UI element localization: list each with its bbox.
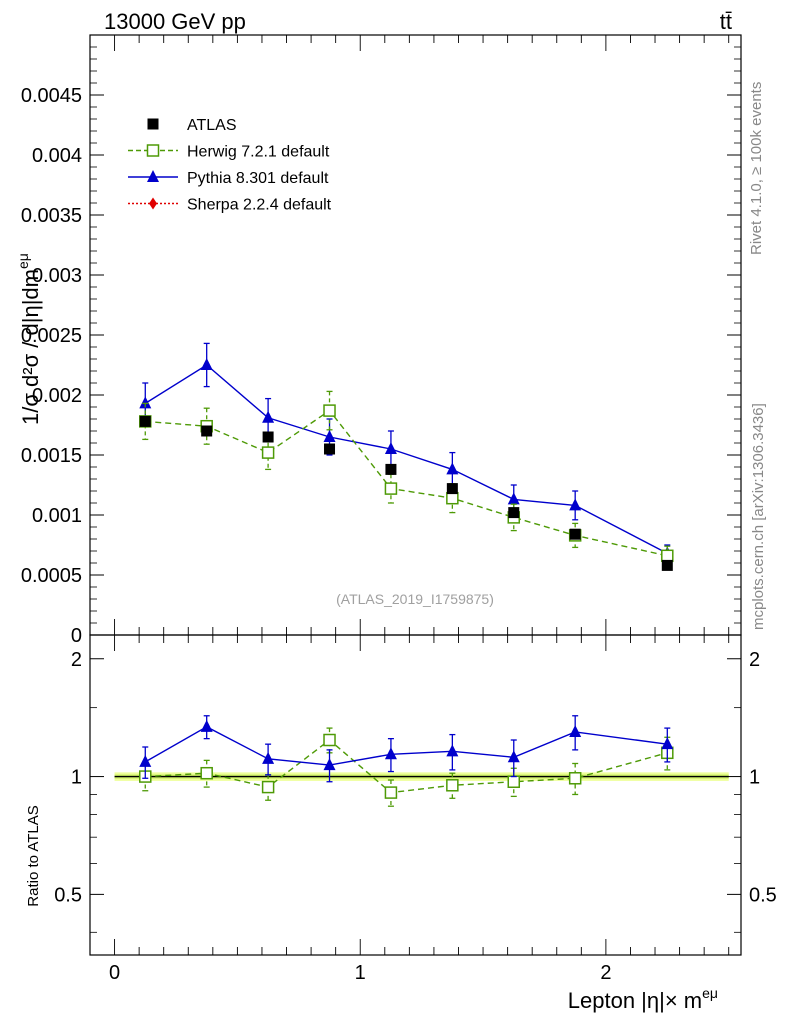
main-herwig-point <box>323 404 336 417</box>
legend-atlas-marker <box>147 118 159 130</box>
main-herwig-point <box>446 491 459 505</box>
ratio-herwig-point <box>446 779 459 792</box>
legend: ATLAS Herwig 7.2.1 default Pythia 8.301 de… <box>128 117 332 214</box>
legend-atlas-label: ATLAS <box>187 117 237 134</box>
ratio-frame <box>89 634 742 956</box>
main-y-axis-label: 1/σ d²σ / d|η|dmeμ <box>15 253 43 425</box>
ratio-pythia-line <box>144 726 668 766</box>
ratio-herwig-line <box>145 739 668 794</box>
main-ytick-label: 0.004 <box>32 145 82 167</box>
main-pythia-point <box>569 498 582 511</box>
x-axis-label-sup: eμ <box>702 985 718 1001</box>
main-pythia-line <box>144 364 668 555</box>
main-panel: (ATLAS_2019_I1759875) 0 0.0005 0.001 0.0015… <box>15 34 742 647</box>
main-ytick-label: 0.0035 <box>21 205 82 227</box>
main-ytick-label: 0.0015 <box>21 445 82 467</box>
ratio-xtick-label: 1 <box>355 962 366 984</box>
mcplots-label: mcplots.cern.ch [arXiv:1306.3436] <box>750 403 767 630</box>
main-axes: 0 0.0005 0.001 0.0015 0.002 0.0025 0.003 0.0035… <box>21 34 742 647</box>
x-axis-label: Lepton |η|× meμ <box>568 985 718 1013</box>
ratio-herwig-point <box>200 766 213 780</box>
main-atlas-point <box>324 443 336 455</box>
ratio-xtick-label: 2 <box>600 962 611 984</box>
ratio-pythia-point <box>661 737 674 750</box>
ratio-pythia-point <box>384 747 397 760</box>
ratio-panel: 0.5 0.5 1 1 2 2 0 1 2 Ratio to ATLAS Lepton |η|×… <box>25 634 777 1013</box>
ratio-herwig-point <box>384 786 398 799</box>
ratio-ytick-label: 2 <box>71 649 82 671</box>
ratio-pythia-point <box>507 750 520 763</box>
main-atlas-point <box>262 431 274 443</box>
main-ytick-label: 0 <box>71 625 82 647</box>
legend-sherpa-marker <box>149 197 157 210</box>
legend-sherpa-label: Sherpa 2.2.4 default <box>187 197 332 214</box>
main-atlas-point <box>508 507 520 519</box>
main-pythia-point <box>507 492 520 505</box>
ratio-herwig-point <box>568 772 582 785</box>
ratio-pythia-point <box>569 724 582 737</box>
legend-pythia-marker <box>147 170 159 182</box>
rivet-version-label: Rivet 4.1.0, ≥ 100k events <box>748 82 765 255</box>
ratio-series-group <box>139 715 674 807</box>
ratio-pythia-point <box>200 719 213 732</box>
main-atlas-point <box>139 415 151 427</box>
main-pythia-point <box>323 430 336 442</box>
main-ytick-label: 0.003 <box>32 265 82 287</box>
main-y-axis-label-sup: eμ <box>15 253 31 269</box>
main-ytick-label: 0.0005 <box>21 565 82 587</box>
main-series-group <box>139 342 674 571</box>
x-axis-label-text: Lepton |η|× m <box>568 988 702 1013</box>
ratio-ytick-label: 0.5 <box>54 884 82 906</box>
ratio-pythia-point <box>139 754 152 767</box>
ratio-pythia-point <box>323 758 336 771</box>
ratio-axes: 0.5 0.5 1 1 2 2 0 1 2 <box>54 634 777 984</box>
main-ytick-label: 0.001 <box>32 505 82 527</box>
legend-herwig-marker <box>146 144 160 157</box>
ratio-pythia-point <box>262 751 275 764</box>
main-pythia-point <box>262 410 275 423</box>
ratio-ytick-label: 1 <box>71 767 82 789</box>
analysis-watermark: (ATLAS_2019_I1759875) <box>336 591 494 607</box>
main-herwig-line <box>145 409 668 557</box>
main-atlas-point <box>661 559 673 571</box>
main-ytick-label: 0.0025 <box>21 325 82 347</box>
header-right-label: tt̄ <box>720 9 732 34</box>
ratio-herwig-point <box>323 733 336 747</box>
ratio-ytick-label-right: 2 <box>749 649 760 671</box>
main-y-axis-label-text: 1/σ d²σ / d|η|dm <box>18 269 43 425</box>
ratio-ytick-label-right: 0.5 <box>749 884 777 906</box>
main-ytick-label: 0.002 <box>32 385 82 407</box>
main-pythia-point <box>200 358 213 370</box>
main-atlas-point <box>569 528 581 540</box>
main-atlas-point <box>201 425 213 437</box>
ratio-herwig-point <box>261 780 275 794</box>
main-herwig-point <box>261 446 275 459</box>
ratio-xtick-label: 0 <box>109 962 120 984</box>
main-atlas-point <box>446 483 458 495</box>
main-pythia-point <box>384 442 397 454</box>
ratio-herwig-point <box>507 775 521 788</box>
main-ytick-label: 0.0045 <box>21 85 82 107</box>
legend-herwig-label: Herwig 7.2.1 default <box>187 144 330 161</box>
ratio-data-band <box>114 772 729 781</box>
main-pythia-point <box>139 396 152 409</box>
main-herwig-point <box>661 549 674 563</box>
ratio-y-axis-label: Ratio to ATLAS <box>25 805 42 906</box>
main-pythia-point <box>446 462 459 475</box>
ratio-ytick-label-right: 1 <box>749 767 760 789</box>
legend-pythia-label: Pythia 8.301 default <box>187 170 329 187</box>
main-atlas-point <box>385 463 397 475</box>
header-left-label: 13000 GeV pp <box>104 9 246 34</box>
ratio-pythia-point <box>446 744 459 757</box>
main-herwig-point <box>384 482 398 495</box>
